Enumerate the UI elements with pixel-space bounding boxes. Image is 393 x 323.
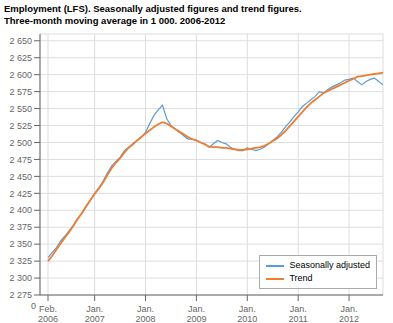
svg-text:Jan.2011: Jan.2011 — [289, 304, 308, 323]
svg-text:Jan.2010: Jan.2010 — [237, 304, 257, 323]
svg-text:2 575: 2 575 — [9, 87, 32, 97]
svg-text:Jan.2012: Jan.2012 — [339, 304, 359, 323]
svg-text:2 400: 2 400 — [9, 205, 32, 215]
svg-text:2 325: 2 325 — [9, 256, 32, 266]
svg-text:2 425: 2 425 — [9, 189, 32, 199]
html-text:Three-month moving average in: Three-month moving average in 1 000. 200… — [4, 15, 226, 26]
html-text:0: 0 — [31, 301, 36, 311]
svg-text:Feb.2006: Feb.2006 — [38, 304, 58, 323]
html-text:Trend: Trend — [289, 273, 313, 283]
svg-text:2 350: 2 350 — [9, 239, 32, 249]
svg-text:2 625: 2 625 — [9, 53, 32, 63]
svg-text:2 525: 2 525 — [9, 121, 32, 131]
svg-text:2 550: 2 550 — [9, 104, 32, 114]
svg-text:2 650: 2 650 — [9, 36, 32, 46]
html-text:Seasonally adjusted: Seasonally adjusted — [289, 260, 370, 270]
svg-text:2 300: 2 300 — [9, 273, 32, 283]
html-text:Employment (LFS). Seasonally a: Employment (LFS). Seasonally adjusted fi… — [4, 3, 302, 14]
svg-text:2 275: 2 275 — [9, 290, 32, 300]
svg-text:2 450: 2 450 — [9, 172, 32, 182]
svg-text:Jan.2008: Jan.2008 — [136, 304, 156, 323]
svg-text:Jan.2009: Jan.2009 — [186, 304, 206, 323]
svg-text:Jan.2007: Jan.2007 — [85, 304, 105, 323]
svg-text:2 375: 2 375 — [9, 222, 32, 232]
svg-text:2 475: 2 475 — [9, 155, 32, 165]
svg-text:2 600: 2 600 — [9, 70, 32, 80]
svg-text:2 500: 2 500 — [9, 138, 32, 148]
